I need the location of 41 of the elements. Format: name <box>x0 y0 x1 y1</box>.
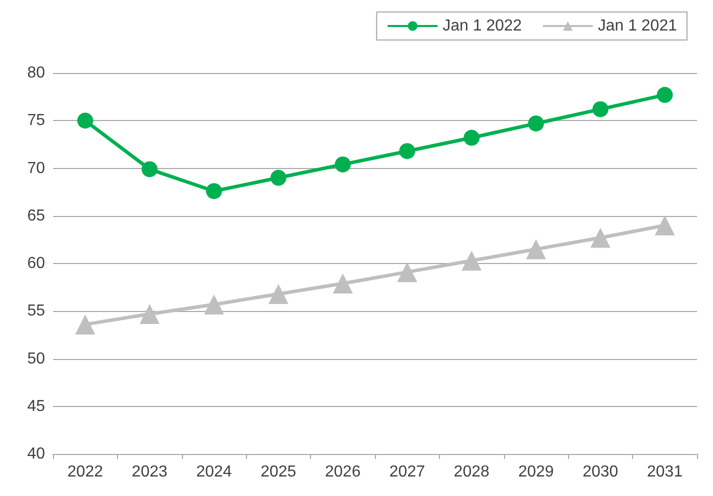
point <box>75 314 96 334</box>
point <box>526 239 546 260</box>
legend-label: Jan 1 2022 <box>442 18 522 34</box>
x-tick-label: 2024 <box>196 464 232 480</box>
point <box>590 228 610 248</box>
y-tick-label: 50 <box>27 350 46 368</box>
y-tick-label: 80 <box>27 64 46 82</box>
y-tick-label: 75 <box>27 112 46 130</box>
point <box>528 115 544 132</box>
point <box>268 284 288 304</box>
point <box>592 101 608 118</box>
x-tick-label: 2030 <box>582 464 618 480</box>
x-tick-label: 2025 <box>260 464 296 480</box>
point <box>399 143 416 160</box>
point <box>334 156 351 172</box>
legend-label: Jan 1 2021 <box>598 18 678 34</box>
y-tick-label: 70 <box>27 160 46 177</box>
point <box>140 304 160 324</box>
y-tick-label: 65 <box>27 207 46 224</box>
point <box>204 294 224 314</box>
x-tick-label: 2026 <box>325 464 361 480</box>
point <box>654 215 675 236</box>
point <box>464 130 480 146</box>
x-tick-label: 2031 <box>647 464 683 480</box>
point <box>142 161 158 178</box>
point <box>270 170 286 186</box>
point <box>332 274 353 294</box>
point <box>656 86 673 103</box>
y-tick-label: 45 <box>27 398 46 415</box>
point <box>462 250 482 271</box>
x-tick-label: 2029 <box>518 464 554 480</box>
x-tick-label: 2023 <box>132 464 168 480</box>
point <box>206 183 222 200</box>
x-tick-label: 2027 <box>389 464 426 480</box>
x-tick-label: 2022 <box>67 464 104 480</box>
y-tick-label: 60 <box>27 255 46 272</box>
point <box>77 112 94 129</box>
y-tick-label: 55 <box>27 302 46 320</box>
x-tick-label: 2028 <box>454 464 490 480</box>
y-tick-label: 40 <box>27 446 46 462</box>
point <box>397 262 418 282</box>
